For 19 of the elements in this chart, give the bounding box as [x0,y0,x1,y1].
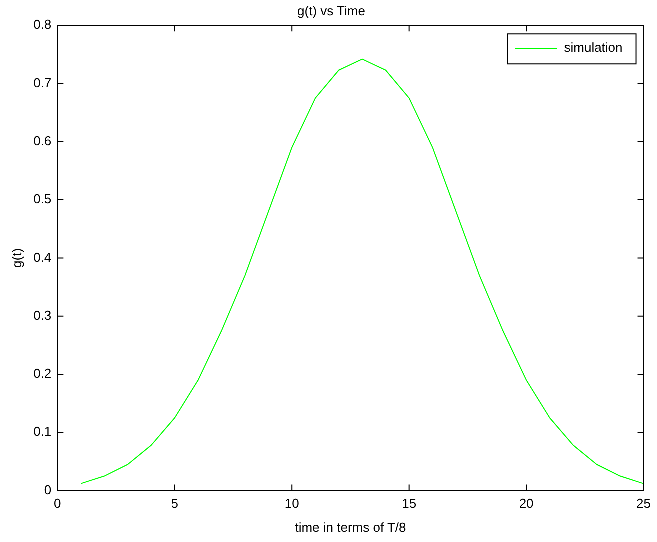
legend-label: simulation [564,40,623,56]
y-tick-label: 0 [44,482,52,498]
y-tick-label: 0.2 [34,366,52,382]
y-axis-title: g(t) [9,248,24,268]
x-tick-label: 10 [284,496,300,512]
x-axis-title: time in terms of T/8 [295,520,406,535]
chart-title: g(t) vs Time [298,3,366,18]
x-tick-label: 25 [636,496,652,512]
x-tick-label: 15 [402,496,417,512]
y-tick-label: 0.8 [34,17,52,32]
y-tick-label: 0.4 [34,250,52,265]
y-tick-label: 0.1 [34,424,52,440]
x-tick-label: 5 [171,496,179,512]
x-tick-label: 0 [54,496,62,512]
y-tick-label: 0.7 [34,75,52,90]
y-tick-label: 0.3 [34,308,52,323]
y-tick-label: 0.5 [34,192,52,207]
x-tick-label: 20 [519,496,534,512]
y-tick-label: 0.6 [34,133,52,148]
